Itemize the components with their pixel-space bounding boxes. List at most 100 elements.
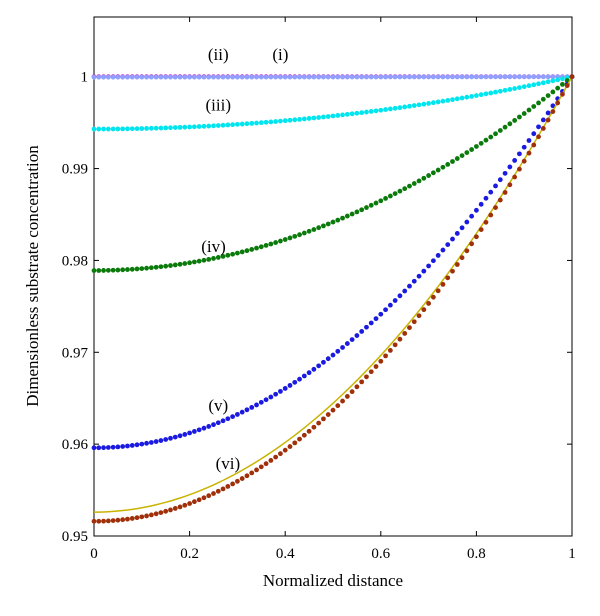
data-point xyxy=(211,256,216,261)
data-point xyxy=(454,156,460,161)
data-point xyxy=(139,441,145,447)
data-point xyxy=(445,74,451,80)
data-point xyxy=(512,118,518,123)
data-point xyxy=(134,266,140,272)
data-point xyxy=(129,74,135,80)
data-point xyxy=(297,436,302,442)
data-point xyxy=(239,476,245,481)
data-point xyxy=(364,324,369,330)
data-point xyxy=(354,110,360,116)
data-point xyxy=(115,126,121,132)
data-point xyxy=(244,473,250,479)
data-point xyxy=(96,268,102,273)
data-point xyxy=(407,74,412,80)
data-point xyxy=(120,74,126,80)
data-point xyxy=(378,311,384,317)
data-point xyxy=(220,122,226,128)
data-point xyxy=(526,107,532,113)
data-point xyxy=(306,370,312,376)
data-point xyxy=(550,109,556,114)
data-point xyxy=(225,484,231,489)
data-point xyxy=(201,257,207,263)
data-point xyxy=(244,407,250,413)
data-point xyxy=(225,74,231,80)
data-point xyxy=(129,516,135,521)
data-point xyxy=(225,252,231,258)
data-point xyxy=(440,74,446,80)
data-point xyxy=(469,213,475,219)
data-point xyxy=(564,83,570,88)
data-point xyxy=(225,122,231,128)
data-point xyxy=(435,167,441,173)
data-point xyxy=(474,74,479,80)
data-point xyxy=(349,389,355,395)
data-point xyxy=(220,254,226,259)
data-point xyxy=(469,147,475,152)
data-point xyxy=(297,116,302,122)
data-point xyxy=(125,267,130,272)
data-point xyxy=(364,374,369,380)
data-point xyxy=(402,186,408,192)
data-point xyxy=(531,131,537,137)
data-point xyxy=(206,256,212,262)
series-6 xyxy=(91,74,575,524)
data-point xyxy=(311,227,317,232)
data-point xyxy=(459,255,465,261)
data-point xyxy=(502,87,508,93)
data-point xyxy=(483,137,489,143)
data-point xyxy=(445,161,451,167)
data-point xyxy=(206,424,212,429)
data-point xyxy=(129,443,135,448)
data-point xyxy=(325,221,331,227)
data-point xyxy=(488,212,494,218)
data-point xyxy=(163,263,169,269)
data-point xyxy=(330,74,336,80)
data-point xyxy=(536,124,541,130)
data-point xyxy=(125,516,130,522)
data-point xyxy=(459,153,465,159)
data-point xyxy=(550,78,556,84)
data-point xyxy=(177,433,183,439)
data-point xyxy=(201,74,207,80)
data-point xyxy=(148,265,154,271)
data-point xyxy=(483,74,489,80)
data-point xyxy=(464,248,470,254)
data-point xyxy=(569,74,575,80)
data-point xyxy=(435,99,441,105)
curve-annotation: (i) xyxy=(272,45,288,64)
data-point xyxy=(502,190,508,195)
data-point xyxy=(268,394,274,400)
data-point xyxy=(364,109,369,115)
data-point xyxy=(450,74,455,80)
data-point xyxy=(187,430,193,436)
data-point xyxy=(493,131,498,137)
data-point xyxy=(268,458,274,463)
data-point xyxy=(254,120,259,126)
data-point xyxy=(158,510,164,515)
series-1 xyxy=(91,74,575,80)
data-point xyxy=(172,434,178,440)
data-point xyxy=(105,74,111,80)
data-point xyxy=(474,93,479,98)
data-point xyxy=(550,74,556,80)
data-point xyxy=(474,234,479,240)
data-point xyxy=(168,74,173,80)
data-point xyxy=(435,253,441,258)
data-point xyxy=(306,74,312,80)
data-point xyxy=(335,403,341,409)
x-tick-label: 0.8 xyxy=(467,546,486,562)
data-point xyxy=(96,518,102,524)
data-point xyxy=(483,219,489,225)
data-point xyxy=(335,74,341,80)
data-point xyxy=(244,248,250,254)
data-point xyxy=(101,126,106,132)
data-point xyxy=(172,262,178,268)
data-point xyxy=(421,268,427,274)
data-point xyxy=(464,94,470,100)
data-point xyxy=(344,74,350,80)
data-point xyxy=(158,74,164,80)
data-point xyxy=(278,451,283,457)
data-point xyxy=(297,376,302,382)
data-point xyxy=(560,81,565,87)
data-point xyxy=(536,134,541,140)
